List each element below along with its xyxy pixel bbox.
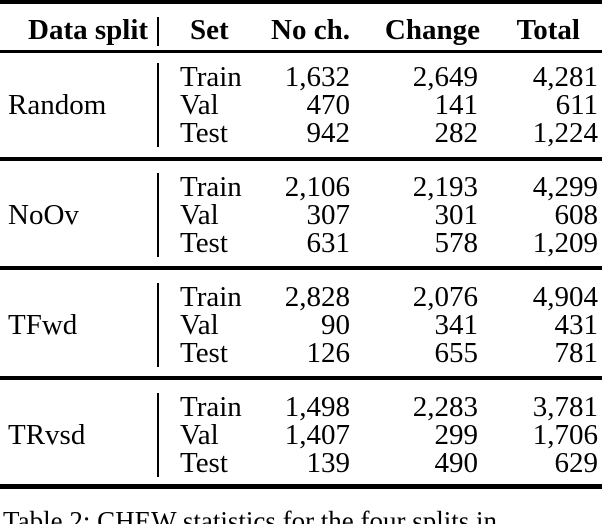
cell-no-ch: 470 (306, 89, 351, 121)
cell-total: 781 (554, 337, 599, 369)
bottom-rule (0, 484, 602, 489)
table-row: Test 942 282 1,224 (0, 117, 602, 149)
column-header-change: Change (384, 14, 480, 46)
group-label-trvsd: TRvsd (8, 419, 86, 451)
table-row: Train 1,498 2,283 3,781 (0, 391, 602, 423)
cell-set: Test (180, 227, 228, 259)
cell-total: 1,209 (532, 227, 598, 259)
cell-total: 3,781 (532, 391, 598, 423)
cell-total: 431 (554, 309, 599, 341)
cell-change: 282 (434, 117, 479, 149)
group-rule-3 (0, 376, 602, 380)
column-separator-group-2 (157, 173, 159, 257)
table-row: Train 2,106 2,193 4,299 (0, 171, 602, 203)
cell-no-ch: 942 (306, 117, 351, 149)
column-header-total: Total (516, 14, 580, 46)
cell-set: Test (180, 337, 228, 369)
cell-no-ch: 126 (306, 337, 351, 369)
cell-set: Val (180, 309, 219, 341)
cell-change: 141 (434, 89, 479, 121)
cell-set: Val (180, 419, 219, 451)
table-caption: Table 2: CHEW statistics for the four sp… (3, 506, 498, 524)
cell-total: 629 (554, 447, 599, 479)
cell-set: Train (180, 281, 242, 313)
header-rule (0, 50, 602, 53)
cell-set: Train (180, 391, 242, 423)
table-row: Val 470 141 611 (0, 89, 602, 121)
table-row: Test 139 490 629 (0, 447, 602, 479)
cell-no-ch: 2,828 (284, 281, 350, 313)
cell-no-ch: 139 (306, 447, 351, 479)
cell-set: Val (180, 199, 219, 231)
cell-change: 578 (434, 227, 479, 259)
cell-total: 4,904 (532, 281, 598, 313)
cell-change: 490 (434, 447, 479, 479)
table-row: Val 90 341 431 (0, 309, 602, 341)
cell-set: Test (180, 117, 228, 149)
cell-change: 2,649 (412, 61, 478, 93)
table-row: Train 1,632 2,649 4,281 (0, 61, 602, 93)
column-separator-header (157, 17, 159, 46)
cell-set: Test (180, 447, 228, 479)
cell-change: 655 (434, 337, 479, 369)
table-row: Val 1,407 299 1,706 (0, 419, 602, 451)
table-row: Train 2,828 2,076 4,904 (0, 281, 602, 313)
cell-change: 299 (434, 419, 479, 451)
group-label-noov: NoOv (8, 199, 79, 231)
cell-no-ch: 307 (306, 199, 351, 231)
cell-total: 611 (555, 89, 598, 121)
cell-total: 4,281 (532, 61, 598, 93)
column-separator-group-3 (157, 283, 159, 367)
column-separator-group-1 (157, 63, 159, 147)
table-row: Test 126 655 781 (0, 337, 602, 369)
cell-no-ch: 90 (321, 309, 350, 341)
group-label-random: Random (8, 89, 107, 121)
column-header-set: Set (190, 14, 229, 46)
cell-change: 2,283 (412, 391, 478, 423)
cell-change: 2,193 (412, 171, 478, 203)
cell-set: Train (180, 171, 242, 203)
table-row: Test 631 578 1,209 (0, 227, 602, 259)
cell-total: 608 (554, 199, 599, 231)
column-separator-group-4 (157, 393, 159, 477)
cell-set: Val (180, 89, 219, 121)
cell-set: Train (180, 61, 242, 93)
cell-no-ch: 2,106 (284, 171, 350, 203)
column-header-data-split: Data split (28, 14, 149, 46)
top-rule (0, 0, 602, 4)
table-row: Val 307 301 608 (0, 199, 602, 231)
cell-total: 1,706 (532, 419, 598, 451)
cell-no-ch: 1,498 (284, 391, 350, 423)
cell-no-ch: 1,632 (284, 61, 350, 93)
cell-change: 301 (434, 199, 479, 231)
cell-total: 1,224 (532, 117, 598, 149)
column-header-no-ch: No ch. (271, 14, 350, 46)
group-rule-2 (0, 266, 602, 270)
cell-change: 2,076 (412, 281, 478, 313)
cell-no-ch: 631 (306, 227, 351, 259)
cell-change: 341 (434, 309, 479, 341)
group-label-tfwd: TFwd (8, 309, 78, 341)
group-rule-1 (0, 157, 602, 161)
cell-no-ch: 1,407 (284, 419, 350, 451)
cell-total: 4,299 (532, 171, 598, 203)
